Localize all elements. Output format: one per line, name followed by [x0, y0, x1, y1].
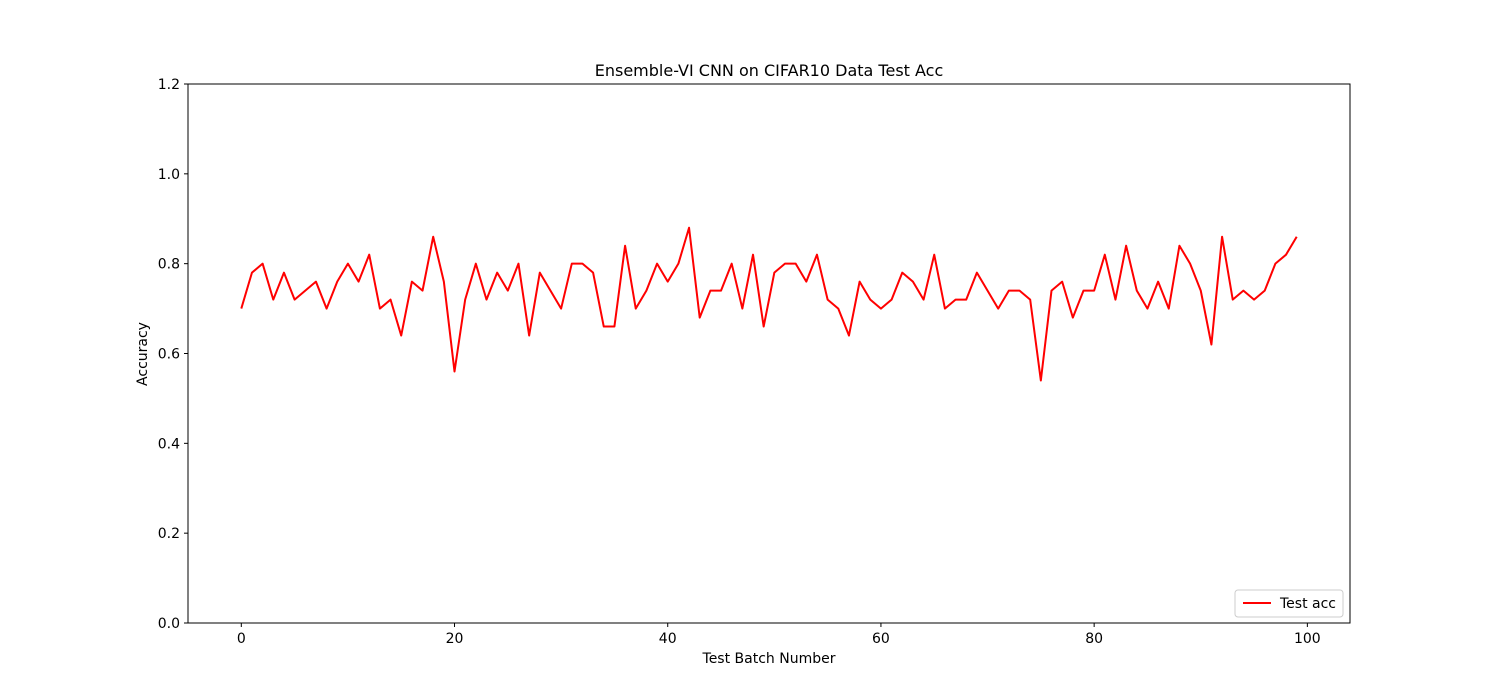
y-tick-label: 0.4: [158, 436, 180, 452]
series-line-test-acc: [240, 226, 1298, 382]
y-axis-title: Accuracy: [135, 322, 151, 386]
y-tick-label: 0.8: [158, 257, 180, 273]
series-layer: [240, 226, 1298, 382]
x-tick-label: 60: [872, 631, 890, 647]
x-axis-title: Test Batch Number: [702, 651, 836, 667]
y-tick-label: 0.6: [158, 347, 180, 363]
x-tick-label: 100: [1294, 631, 1321, 647]
legend: Test acc: [1234, 589, 1344, 618]
x-axis: 0 20 40 60 80 100: [237, 623, 1321, 647]
x-tick-label: 20: [446, 631, 464, 647]
x-tick-label: 80: [1085, 631, 1103, 647]
plot-area: [187, 83, 1351, 624]
y-tick-label: 1.0: [158, 167, 180, 183]
y-tick-label: 0.2: [158, 526, 180, 542]
x-tick-label: 0: [237, 631, 246, 647]
y-tick-label: 1.2: [158, 77, 180, 93]
chart-title: Ensemble-VI CNN on CIFAR10 Data Test Acc: [595, 61, 944, 80]
y-tick-label: 0.0: [158, 616, 180, 632]
plot-frame: [187, 83, 1351, 624]
y-axis: 0.0 0.2 0.4 0.6 0.8 1.0 1.2: [158, 77, 188, 632]
x-tick-label: 40: [659, 631, 677, 647]
legend-box: [1234, 589, 1344, 618]
legend-label: Test acc: [1279, 596, 1336, 612]
